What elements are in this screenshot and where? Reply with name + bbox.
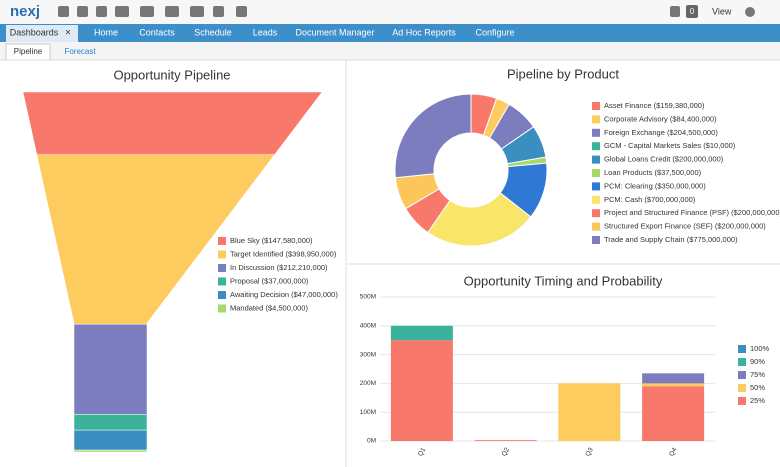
legend-swatch bbox=[592, 128, 600, 137]
nav-item[interactable]: Leads bbox=[253, 27, 278, 37]
funnel-segment bbox=[73, 414, 148, 431]
nav-item[interactable]: Home bbox=[94, 27, 118, 37]
pie-slice[interactable] bbox=[394, 93, 472, 179]
x-tick-label: Q3 bbox=[584, 446, 595, 457]
legend-label: Blue Sky ($147,580,000) bbox=[230, 236, 313, 245]
legend-label: PCM: Cash ($700,000,000) bbox=[604, 195, 696, 204]
legend-label: 100% bbox=[750, 344, 770, 353]
legend-swatch bbox=[218, 304, 226, 313]
legend-swatch bbox=[218, 264, 226, 272]
legend-swatch bbox=[218, 237, 226, 245]
legend-label: Mandated ($4,500,000) bbox=[230, 303, 308, 312]
legend-swatch bbox=[738, 371, 746, 379]
legend-swatch bbox=[218, 277, 226, 286]
legend-label: Awaiting Decision ($47,000,000) bbox=[230, 290, 338, 299]
y-tick-label: 500M bbox=[360, 294, 376, 301]
legend-swatch bbox=[592, 169, 600, 177]
chart-title: Pipeline by Product bbox=[507, 66, 619, 81]
bar-segment[interactable] bbox=[390, 325, 453, 341]
legend-swatch bbox=[592, 195, 600, 204]
legend-swatch bbox=[738, 358, 746, 366]
legend-swatch bbox=[738, 345, 746, 353]
legend-label: Asset Finance ($159,380,000) bbox=[604, 101, 705, 110]
x-tick-label: Q1 bbox=[417, 446, 428, 457]
sub-tab[interactable]: Forecast bbox=[64, 47, 96, 56]
top-bar bbox=[0, 0, 780, 24]
active-tab[interactable] bbox=[6, 25, 78, 42]
funnel-segment bbox=[22, 91, 323, 155]
bar-segment[interactable] bbox=[390, 340, 453, 441]
bar-segment[interactable] bbox=[474, 440, 537, 441]
legend-label: 90% bbox=[750, 357, 765, 366]
y-tick-label: 300M bbox=[360, 351, 376, 358]
sub-tab[interactable]: Pipeline bbox=[14, 47, 43, 56]
legend-swatch bbox=[592, 182, 600, 191]
legend-label: Proposal ($37,000,000) bbox=[230, 276, 309, 285]
nav-bar bbox=[0, 24, 780, 42]
logo: nexj bbox=[10, 3, 40, 20]
chart-title: Opportunity Pipeline bbox=[113, 67, 230, 82]
legend-label: Foreign Exchange ($204,500,000) bbox=[604, 128, 718, 137]
y-tick-label: 400M bbox=[360, 323, 376, 330]
nav-item[interactable]: Configure bbox=[475, 27, 514, 37]
x-tick-label: Q4 bbox=[668, 446, 679, 457]
legend-label: Global Loans Credit ($200,000,000) bbox=[604, 155, 724, 164]
legend-label: Trade and Supply Chain ($775,000,000) bbox=[604, 235, 738, 244]
legend-label: PCM: Clearing ($350,000,000) bbox=[604, 181, 706, 190]
legend-label: In Discussion ($212,210,000) bbox=[230, 263, 328, 272]
toolbar-icons bbox=[58, 6, 755, 17]
legend-swatch bbox=[218, 291, 226, 299]
legend-swatch bbox=[592, 236, 600, 244]
legend-swatch bbox=[592, 155, 600, 164]
bar-segment[interactable] bbox=[642, 373, 705, 384]
legend-label: Structured Export Finance (SEF) ($200,00… bbox=[604, 222, 766, 231]
funnel-segment bbox=[73, 429, 148, 451]
legend-swatch bbox=[592, 142, 600, 151]
notification-count[interactable]: 0 bbox=[690, 7, 695, 16]
legend-swatch bbox=[592, 115, 600, 124]
legend-swatch bbox=[218, 250, 226, 259]
close-tab[interactable]: × bbox=[65, 28, 71, 39]
y-tick-label: 200M bbox=[360, 380, 376, 387]
funnel-segment bbox=[73, 449, 148, 453]
legend-label: Corporate Advisory ($84,400,000) bbox=[604, 114, 717, 123]
chart-title: Opportunity Timing and Probability bbox=[464, 273, 663, 288]
legend-label: Project and Structured Finance (PSF) ($2… bbox=[604, 208, 780, 217]
nav-item[interactable]: Schedule bbox=[194, 27, 232, 37]
nav-item[interactable]: Document Manager bbox=[295, 27, 374, 37]
bar-segment[interactable] bbox=[642, 386, 705, 441]
view-menu[interactable]: View bbox=[712, 6, 732, 16]
sub-tab-bar bbox=[0, 42, 780, 60]
legend-swatch bbox=[592, 102, 600, 110]
x-tick-label: Q2 bbox=[501, 446, 512, 457]
legend-swatch bbox=[738, 397, 746, 405]
legend-label: 50% bbox=[750, 383, 765, 392]
legend-swatch bbox=[738, 384, 746, 392]
bar-segment[interactable] bbox=[642, 383, 705, 387]
nav-item[interactable]: Ad Hoc Reports bbox=[392, 27, 456, 37]
y-tick-label: 0M bbox=[367, 438, 376, 445]
legend-swatch bbox=[592, 209, 600, 218]
nav-item[interactable]: Dashboards bbox=[10, 27, 59, 37]
legend-label: Loan Products ($37,500,000) bbox=[604, 168, 702, 177]
funnel-segment bbox=[73, 323, 148, 415]
legend-label: GCM - Capital Markets Sales ($10,000) bbox=[604, 141, 736, 150]
bar-segment[interactable] bbox=[558, 383, 621, 441]
nav-item[interactable]: Contacts bbox=[139, 27, 175, 37]
legend-label: 75% bbox=[750, 370, 765, 379]
y-tick-label: 100M bbox=[360, 409, 376, 416]
legend-label: 25% bbox=[750, 396, 765, 405]
legend-swatch bbox=[592, 222, 600, 231]
notification-badge[interactable] bbox=[686, 5, 698, 18]
legend-label: Target Identified ($398,950,000) bbox=[230, 249, 337, 258]
